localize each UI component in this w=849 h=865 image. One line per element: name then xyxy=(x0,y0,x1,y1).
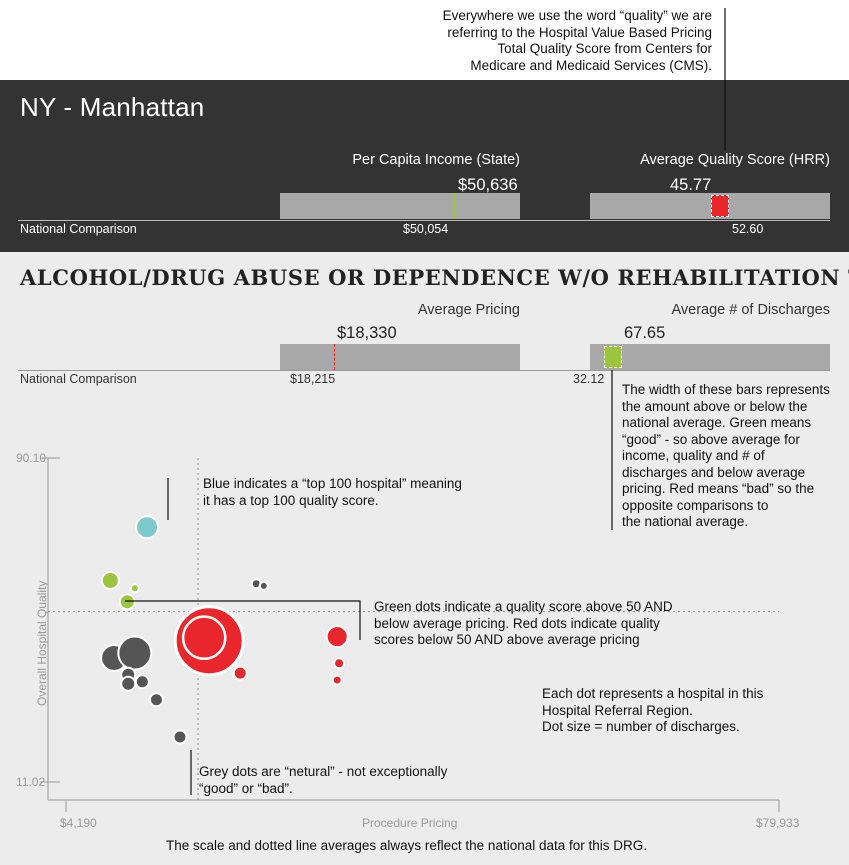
quality-indicator xyxy=(711,195,729,217)
pricing-national: $18,215 xyxy=(290,372,336,386)
hospital-dot-neutral[interactable] xyxy=(258,580,269,591)
discharges-indicator xyxy=(604,346,622,368)
hospital-dot-neutral[interactable] xyxy=(172,729,188,745)
discharges-national: 32.12 xyxy=(573,372,605,386)
hospital-dot-bad[interactable] xyxy=(173,605,245,677)
bar-note-line: the amount above or below the xyxy=(622,398,808,414)
top100-annotation: Blue indicates a “top 100 hospital” mean… xyxy=(203,476,462,509)
hospital-dot-neutral[interactable] xyxy=(148,692,164,708)
hospital-dot-neutral[interactable] xyxy=(120,675,137,692)
bar-note-line: discharges and below average xyxy=(622,464,806,480)
hospital-dot-bad[interactable] xyxy=(333,657,346,670)
divider xyxy=(18,370,830,371)
hospital-dot-bad[interactable] xyxy=(232,665,248,681)
divider xyxy=(18,220,830,221)
hospital-dot-neutral[interactable] xyxy=(134,674,150,690)
footer-note: The scale and dotted line averages alway… xyxy=(166,838,648,853)
bar-note-line: the national average. xyxy=(622,514,749,529)
income-indicator xyxy=(453,193,456,219)
hospital-dot-neutral[interactable] xyxy=(117,635,153,671)
pricing-indicator xyxy=(334,344,335,370)
dot-line: Hospital Referral Region. xyxy=(542,702,693,718)
points-group xyxy=(100,515,349,745)
dot-line: Dot size = number of discharges. xyxy=(542,719,740,734)
quality-note-line: Total Quality Score from Centers for xyxy=(497,41,712,56)
quality-note-line: Medicare and Medicaid Services (CMS). xyxy=(470,57,712,73)
income-label: Per Capita Income (State) xyxy=(352,152,520,168)
quality-note-line: Everywhere we use the word “quality” we … xyxy=(442,8,712,23)
top100-line: it has a top 100 quality score. xyxy=(203,492,379,508)
pricing-value: $18,330 xyxy=(337,324,397,342)
quality-national: 52.60 xyxy=(732,222,764,236)
green-red-connector xyxy=(125,600,361,640)
quality-note-line: referring to the Hospital Value Based Pr… xyxy=(447,24,712,40)
pricing-bar xyxy=(280,344,520,370)
bar-note-line: opposite comparisons to xyxy=(622,497,769,513)
hospital-dot-bad[interactable] xyxy=(331,674,343,686)
grey-line: Grey dots are “netural” - not exceptiona… xyxy=(199,764,448,779)
bar-note-line: pricing. Red means “bad” so the xyxy=(622,481,815,496)
quality-bar xyxy=(590,193,830,219)
hospital-dot-bad[interactable] xyxy=(325,625,349,649)
income-bar xyxy=(280,193,520,219)
bar-note-line: The width of these bars represents xyxy=(622,382,830,397)
hospital-dot-good[interactable] xyxy=(118,593,136,611)
drg-title: ALCOHOL/DRUG ABUSE OR DEPENDENCE W/O REH… xyxy=(20,265,849,290)
region-title: NY - Manhattan xyxy=(20,92,205,122)
discharges-label: Average # of Discharges xyxy=(671,302,830,318)
x-tick-label-min: $4,190 xyxy=(60,816,97,830)
green-red-annotation: Green dots indicate a quality score abov… xyxy=(374,599,673,649)
discharges-value: 67.65 xyxy=(624,324,666,342)
bar-note-line: “good” - so above average for xyxy=(622,431,800,447)
national-comparison-label: National Comparison xyxy=(20,372,137,386)
hospital-dot-top100[interactable] xyxy=(135,515,160,540)
dot-size-annotation: Each dot represents a hospital in this H… xyxy=(542,686,763,736)
top100-line: Blue indicates a “top 100 hospital” mean… xyxy=(203,476,462,491)
y-tick-label-max: 90.10 xyxy=(16,451,46,465)
y-tick-label-min: 11.02 xyxy=(16,775,45,789)
green-red-line: scores below 50 AND above average pricin… xyxy=(374,632,640,647)
discharges-bar xyxy=(590,344,830,370)
quality-value: 45.77 xyxy=(670,176,712,194)
quality-definition-note: Everywhere we use the word “quality” we … xyxy=(400,8,712,74)
hospital-dot-good[interactable] xyxy=(129,583,140,594)
income-value: $50,636 xyxy=(458,176,518,194)
bar-width-note: The width of these bars represents the a… xyxy=(622,382,830,531)
x-tick-label-max: $79,933 xyxy=(756,816,800,830)
dot-line: Each dot represents a hospital in this xyxy=(542,686,764,701)
bar-note-line: income, quality and # of xyxy=(622,448,765,463)
national-comparison-label: National Comparison xyxy=(20,222,137,236)
hospital-dot-overlap-ring xyxy=(181,615,227,661)
grey-annotation: Grey dots are “netural” - not exceptiona… xyxy=(199,764,447,797)
green-red-line: Green dots indicate a quality score abov… xyxy=(374,599,673,614)
x-axis-label: Procedure Pricing xyxy=(362,816,457,830)
green-red-line: below average pricing. Red dots indicate… xyxy=(374,615,660,631)
income-national: $50,054 xyxy=(403,222,449,236)
quality-label: Average Quality Score (HRR) xyxy=(640,152,830,168)
hospital-dot-good[interactable] xyxy=(100,571,120,591)
region-panel: NY - Manhattan Per Capita Income (State)… xyxy=(0,80,849,252)
bar-note-line: national average. Green means xyxy=(622,415,812,430)
pricing-label: Average Pricing xyxy=(417,302,520,318)
drg-panel: ALCOHOL/DRUG ABUSE OR DEPENDENCE W/O REH… xyxy=(0,252,849,865)
grey-line: “good” or “bad”. xyxy=(199,780,293,796)
y-axis-label: Overall Hospital Quality xyxy=(35,581,49,706)
